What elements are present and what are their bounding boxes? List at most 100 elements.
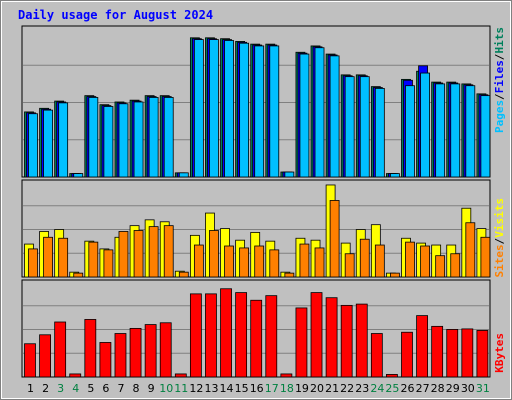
x-tick-label-day-1: 1 xyxy=(27,382,34,395)
bar-kbytes-day-4 xyxy=(69,373,82,378)
bar-pages-day-18 xyxy=(284,171,295,178)
bar-pages-day-19 xyxy=(299,53,310,178)
bar-pages-day-26 xyxy=(405,85,415,178)
bar-kbytes-day-10 xyxy=(159,322,172,378)
bar-sites-day-23 xyxy=(359,238,370,278)
bar-sites-day-8 xyxy=(133,230,144,278)
x-tick-label-day-28: 28 xyxy=(431,382,445,395)
bar-sites-day-17 xyxy=(269,249,280,278)
bar-kbytes-day-20 xyxy=(310,292,323,378)
bar-pages-day-14 xyxy=(224,40,234,178)
bar-sites-day-31 xyxy=(480,236,491,278)
x-tick-label-day-3: 3 xyxy=(57,382,64,395)
x-tick-label-day-22: 22 xyxy=(340,382,354,395)
bar-kbytes-day-25 xyxy=(386,374,398,378)
bar-kbytes-day-14 xyxy=(220,288,232,378)
bar-sites-day-24 xyxy=(374,244,385,278)
bar-kbytes-day-28 xyxy=(431,325,444,378)
bar-sites-day-1 xyxy=(28,248,38,278)
bar-sites-day-21 xyxy=(329,200,340,278)
bar-pages-day-28 xyxy=(435,83,446,178)
bar-sites-day-18 xyxy=(284,272,295,278)
bar-pages-day-12 xyxy=(193,39,204,178)
bar-kbytes-day-30 xyxy=(461,328,474,378)
x-tick-label-day-19: 19 xyxy=(295,382,309,395)
bar-kbytes-day-15 xyxy=(235,292,248,378)
x-tick-label-day-14: 14 xyxy=(220,382,234,395)
x-tick-label-day-23: 23 xyxy=(355,382,369,395)
bar-sites-day-9 xyxy=(148,226,159,278)
x-tick-label-day-5: 5 xyxy=(87,382,94,395)
bar-kbytes-day-9 xyxy=(144,324,157,378)
bar-kbytes-day-24 xyxy=(370,333,383,378)
bar-pages-day-7 xyxy=(118,103,129,178)
bar-pages-day-24 xyxy=(374,88,385,178)
bar-sites-day-16 xyxy=(254,245,265,278)
bar-pages-day-27 xyxy=(420,72,430,178)
bar-kbytes-day-1 xyxy=(24,343,36,378)
x-tick-label-day-29: 29 xyxy=(446,382,460,395)
x-tick-label-day-4: 4 xyxy=(72,382,79,395)
x-tick-label-day-11: 11 xyxy=(174,382,188,395)
x-tick-label-day-24: 24 xyxy=(370,382,384,395)
bar-sites-day-26 xyxy=(405,241,415,278)
bar-kbytes-day-27 xyxy=(416,315,428,378)
bar-pages-day-23 xyxy=(359,76,370,178)
bar-sites-day-20 xyxy=(314,247,325,278)
bar-kbytes-day-2 xyxy=(39,334,51,378)
bar-sites-day-11 xyxy=(178,271,189,278)
x-tick-label-day-21: 21 xyxy=(325,382,339,395)
bar-pages-day-31 xyxy=(480,95,491,178)
bar-sites-day-22 xyxy=(344,253,355,278)
bar-sites-day-12 xyxy=(193,244,204,278)
x-tick-label-day-7: 7 xyxy=(117,382,124,395)
bar-pages-day-3 xyxy=(58,102,69,178)
bar-pages-day-11 xyxy=(178,172,189,178)
bar-sites-day-4 xyxy=(73,272,84,278)
bar-pages-day-13 xyxy=(209,39,219,178)
bar-pages-day-29 xyxy=(450,83,461,178)
bar-kbytes-day-23 xyxy=(355,303,368,378)
bar-sites-day-25 xyxy=(390,272,400,278)
x-tick-label-day-6: 6 xyxy=(102,382,109,395)
x-tick-label-day-17: 17 xyxy=(265,382,279,395)
x-tick-label-day-26: 26 xyxy=(401,382,415,395)
bar-kbytes-day-18 xyxy=(280,373,293,378)
bar-sites-day-10 xyxy=(163,225,174,278)
x-tick-label-day-12: 12 xyxy=(189,382,203,395)
bar-kbytes-day-7 xyxy=(114,333,127,378)
bar-pages-day-2 xyxy=(43,109,53,178)
bar-kbytes-day-3 xyxy=(54,321,67,378)
bar-pages-day-10 xyxy=(163,97,174,178)
bar-pages-day-6 xyxy=(103,106,114,178)
x-tick-label-day-25: 25 xyxy=(385,382,399,395)
bar-kbytes-day-16 xyxy=(250,299,263,378)
bar-pages-day-17 xyxy=(269,45,280,178)
bar-kbytes-day-29 xyxy=(446,329,459,378)
x-tick-label-day-10: 10 xyxy=(159,382,173,395)
bar-sites-day-2 xyxy=(43,236,53,278)
bar-sites-day-7 xyxy=(118,231,129,278)
bar-pages-day-8 xyxy=(133,101,144,178)
bar-kbytes-day-19 xyxy=(295,307,308,378)
bar-kbytes-day-26 xyxy=(401,331,413,378)
bar-pages-day-21 xyxy=(329,55,340,178)
x-tick-label-day-13: 13 xyxy=(204,382,218,395)
x-tick-label-day-18: 18 xyxy=(280,382,294,395)
bar-sites-day-30 xyxy=(465,222,476,278)
bar-kbytes-day-5 xyxy=(84,319,97,378)
bar-sites-day-13 xyxy=(209,230,219,278)
bar-kbytes-day-8 xyxy=(129,327,142,378)
bar-pages-day-4 xyxy=(73,173,84,178)
x-tick-label-day-31: 31 xyxy=(476,382,490,395)
bar-kbytes-day-22 xyxy=(340,304,353,378)
x-tick-label-day-9: 9 xyxy=(148,382,155,395)
x-tick-label-day-2: 2 xyxy=(42,382,49,395)
bar-kbytes-day-21 xyxy=(325,297,338,378)
bar-pages-day-1 xyxy=(28,113,38,178)
bar-kbytes-day-17 xyxy=(265,295,278,378)
x-tick-label-day-20: 20 xyxy=(310,382,324,395)
